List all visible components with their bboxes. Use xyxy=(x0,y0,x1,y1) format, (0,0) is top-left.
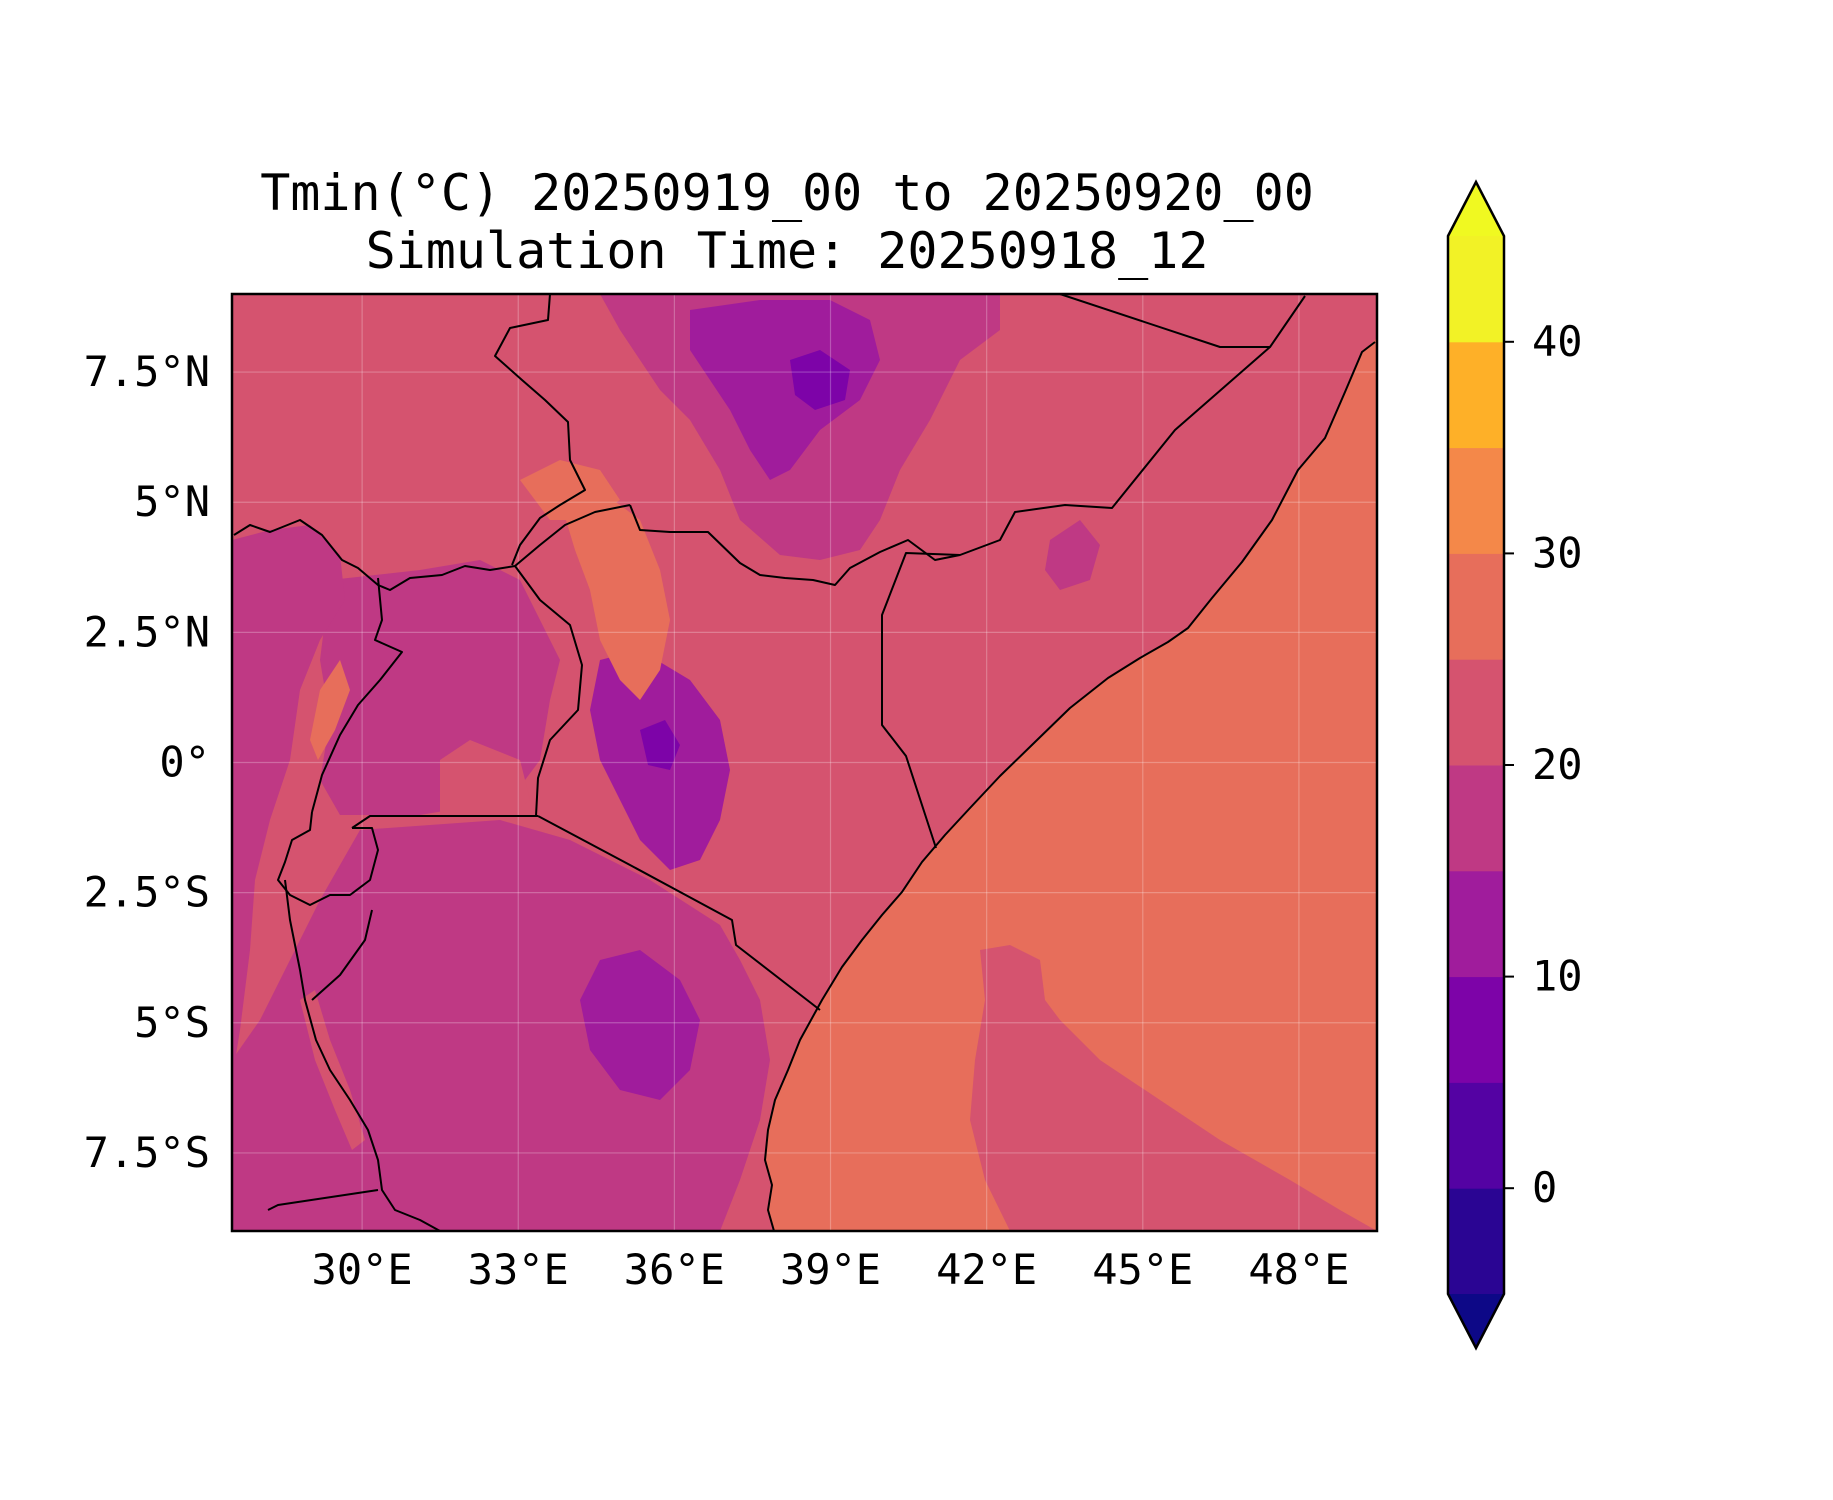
colorbar-band xyxy=(1448,553,1504,660)
turkana-basin xyxy=(560,490,670,700)
ethiopian-highlands-cold xyxy=(690,300,880,480)
latitude-axis: 7.5°N 5°N 2.5°N 0° 2.5°S 5°S 7.5°S xyxy=(84,347,210,1177)
colorbar-band xyxy=(1448,1188,1504,1295)
map-title-line-1: Tmin(°C) 20250919_00 to 20250920_00 xyxy=(260,164,1314,222)
tanganyika-warm xyxy=(300,990,365,1150)
colorbar-extend-max xyxy=(1448,182,1504,236)
map-frame xyxy=(230,292,1379,1233)
colorbar-band xyxy=(1448,659,1504,766)
temperature-colorbar: 0 10 20 30 40 xyxy=(1446,179,1583,1351)
map-title-line-2: Simulation Time: 20250918_12 xyxy=(366,222,1209,280)
lat-tick-label: 7.5°N xyxy=(84,347,210,396)
borders-and-coastlines xyxy=(233,294,1376,1231)
colorbar-band xyxy=(1448,976,1504,1083)
border-zambia xyxy=(267,1189,379,1211)
lat-tick-label: 2.5°N xyxy=(84,607,210,656)
border-ethiopia-somalia xyxy=(1059,294,1306,348)
colorbar-band xyxy=(1448,236,1504,343)
lat-tick-label: 7.5°S xyxy=(84,1128,210,1177)
colorbar-band xyxy=(1448,447,1504,554)
border-lake-tanganyika xyxy=(284,879,441,1231)
colorbar-tick-label: 20 xyxy=(1532,740,1583,789)
border-rwanda-burundi xyxy=(277,811,379,906)
ocean-fill xyxy=(765,338,1377,1231)
lat-tick-label: 0° xyxy=(159,738,210,787)
colorbar-tick-label: 40 xyxy=(1532,317,1583,366)
coastline xyxy=(764,341,1376,1231)
colorbar-tick-label: 30 xyxy=(1532,528,1583,577)
drc-west xyxy=(232,525,345,1080)
colorbar-band xyxy=(1448,341,1504,449)
lon-tick-label: 48°E xyxy=(1248,1245,1349,1294)
lat-tick-label: 5°N xyxy=(134,477,210,526)
tanzania-highlands xyxy=(580,950,700,1100)
lon-tick-label: 33°E xyxy=(468,1245,569,1294)
border-south-sudan xyxy=(494,294,586,566)
colorbar-extend-min xyxy=(1448,1294,1504,1348)
colorbar-band xyxy=(1448,1082,1504,1189)
lake-victoria xyxy=(440,740,530,820)
longitude-axis: 30°E 33°E 36°E 39°E 42°E 45°E 48°E xyxy=(312,1245,1350,1294)
border-uganda-kenya xyxy=(514,565,583,817)
ethiopian-highlands-coldest xyxy=(790,350,850,410)
lat-tick-label: 5°S xyxy=(134,998,210,1047)
colorbar-tick-label: 10 xyxy=(1532,952,1583,1001)
border-drc-burundi xyxy=(311,909,373,1001)
border-ilemi-uganda xyxy=(233,504,631,591)
colorbar-tick-label: 0 xyxy=(1532,1163,1557,1212)
rift-valley-warm xyxy=(310,660,350,760)
lat-tick-label: 2.5°S xyxy=(84,868,210,917)
ocean-cool-patch xyxy=(970,945,1377,1231)
lon-tick-label: 30°E xyxy=(312,1245,413,1294)
border-ogaden xyxy=(881,346,1271,849)
south-sudan-warm xyxy=(520,460,620,520)
border-uganda-west xyxy=(311,577,403,813)
border-kenya-ethiopia xyxy=(629,504,961,586)
kenya-highlands-cold xyxy=(640,720,680,770)
ogaden-patch xyxy=(1045,520,1100,590)
map-gridlines xyxy=(232,294,1377,1231)
border-tanzania-north xyxy=(351,815,538,829)
map-panel: 30°E 33°E 36°E 39°E 42°E 45°E 48°E 7.5°N 5°N 2.5… xyxy=(84,292,1379,1294)
lon-tick-label: 36°E xyxy=(624,1245,725,1294)
border-kenya-tanzania xyxy=(537,815,821,1011)
colorbar-band xyxy=(1448,870,1504,978)
colorbar-outline xyxy=(1446,179,1506,1351)
lon-tick-label: 45°E xyxy=(1092,1245,1193,1294)
lon-tick-label: 39°E xyxy=(780,1245,881,1294)
lon-tick-label: 42°E xyxy=(936,1245,1037,1294)
colorbar-band xyxy=(1448,765,1504,872)
